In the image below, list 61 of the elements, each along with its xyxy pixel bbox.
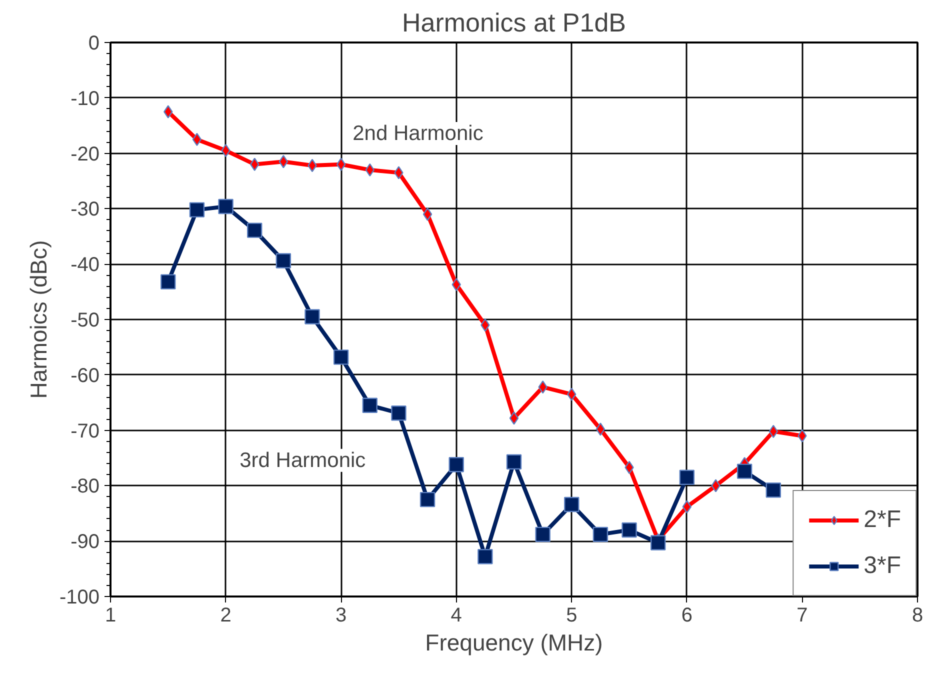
point	[189, 202, 205, 218]
point	[422, 208, 432, 221]
point	[333, 350, 349, 365]
point	[596, 422, 606, 436]
annotation: 3rd Harmonic	[240, 448, 366, 472]
point	[160, 274, 176, 290]
x-tick-label: 1	[104, 604, 116, 626]
point	[192, 132, 202, 146]
x-tick-label: 3	[336, 604, 347, 626]
point	[391, 406, 406, 421]
point	[679, 470, 695, 485]
point	[564, 496, 580, 512]
point	[682, 500, 692, 514]
y-tick-label: 0	[88, 32, 100, 54]
point	[509, 412, 519, 425]
point	[304, 309, 320, 324]
point	[650, 535, 666, 550]
point	[278, 155, 288, 168]
y-tick-label: -40	[70, 254, 100, 276]
legend-label: 3*F	[864, 552, 901, 580]
x-tick-label: 2	[220, 604, 232, 626]
point	[766, 482, 781, 498]
x-tick-label: 8	[912, 604, 924, 626]
point	[736, 464, 752, 479]
x-tick-label: 5	[566, 604, 578, 626]
y-tick-label: -80	[70, 476, 100, 498]
chart-title: Harmonics at P1dB	[402, 8, 626, 38]
point	[276, 253, 292, 268]
x-tick-label: 4	[450, 604, 462, 626]
y-tick-label: -60	[70, 364, 100, 387]
legend-label: 2*F	[864, 506, 901, 534]
point	[336, 158, 346, 171]
point	[535, 526, 550, 542]
point	[394, 166, 404, 180]
y-tick-label: -20	[70, 143, 100, 166]
point	[362, 398, 378, 413]
point	[592, 526, 608, 542]
y-tick-label: -100	[59, 586, 100, 608]
point	[420, 492, 436, 508]
point	[711, 479, 720, 492]
x-tick-label: 6	[681, 604, 692, 626]
y-tick-label: -50	[70, 310, 100, 332]
point	[798, 429, 807, 442]
point	[567, 388, 576, 401]
y-tick-label: -90	[70, 531, 100, 554]
point	[448, 457, 464, 472]
y-axis-title: Harmoics (dBc)	[25, 240, 52, 399]
x-tick-label: 7	[796, 604, 808, 626]
point	[452, 278, 461, 292]
point	[164, 105, 173, 118]
point	[478, 549, 493, 564]
y-tick-label: -30	[70, 198, 100, 221]
annotation: 2nd Harmonic	[352, 122, 484, 145]
point	[506, 454, 522, 470]
point	[250, 158, 260, 171]
point	[247, 222, 262, 238]
point	[622, 522, 637, 538]
y-tick-label: -10	[70, 88, 100, 110]
point	[218, 198, 234, 214]
y-tick-label: -70	[70, 420, 100, 442]
x-axis-title: Frequency (MHz)	[425, 630, 603, 656]
